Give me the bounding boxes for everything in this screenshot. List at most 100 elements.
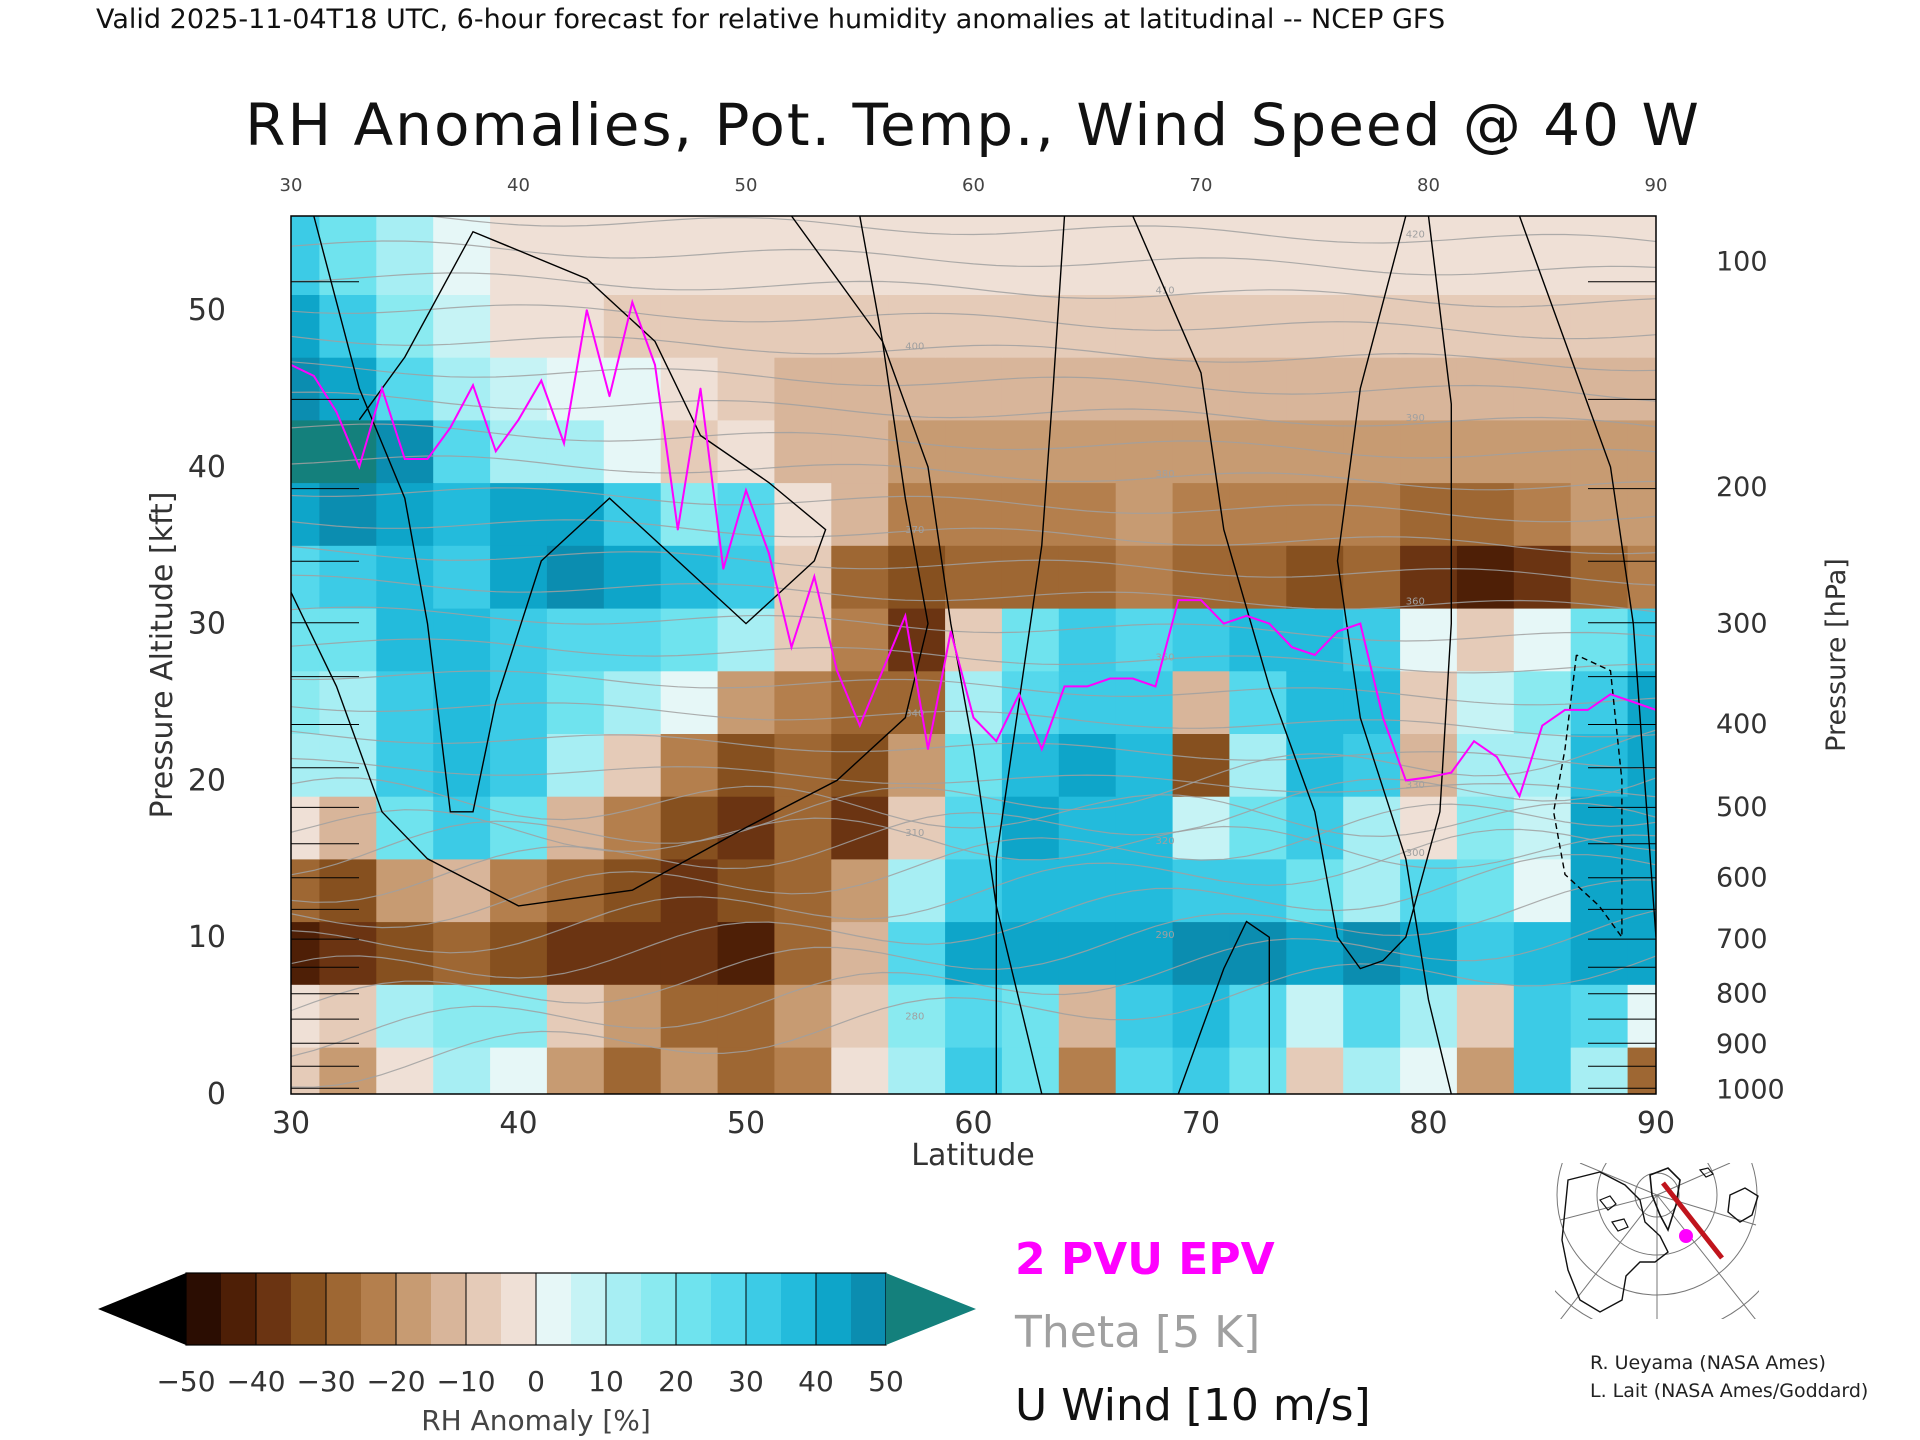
heatmap-cell <box>603 796 662 860</box>
y-tick-label-left: 40 <box>188 450 226 485</box>
y-tick-label-right: 700 <box>1716 924 1768 955</box>
epv-point <box>585 309 588 311</box>
heatmap-cell <box>1115 419 1174 484</box>
heatmap-cell <box>831 357 889 421</box>
plot-area: 280 290 300 310 320 330 340 350 360 370 380 390 400 4… <box>291 216 1656 1094</box>
theta-contour-label: 380 <box>1156 469 1175 480</box>
epv-point <box>722 567 725 570</box>
heatmap-cell <box>660 796 719 860</box>
epv-point <box>836 669 838 672</box>
heatmap-cell <box>291 545 320 609</box>
y-tick-label-right: 900 <box>1716 1029 1768 1060</box>
heatmap-cell <box>717 357 776 421</box>
y-tick-label-right: 100 <box>1716 247 1768 278</box>
epv-point <box>881 669 884 672</box>
heatmap-cell <box>945 357 1003 421</box>
heatmap-cell <box>1058 608 1117 672</box>
heatmap-cell <box>888 733 946 797</box>
epv-point <box>1382 716 1384 719</box>
epv-point <box>654 364 656 366</box>
heatmap-cell <box>490 357 548 421</box>
x-tick-label-bottom: 60 <box>954 1106 992 1141</box>
heatmap-cell <box>1115 858 1174 923</box>
heatmap-cell <box>831 1047 889 1094</box>
epv-point <box>972 716 975 719</box>
heatmap-cell <box>1286 733 1344 797</box>
epv-point <box>1473 740 1475 743</box>
europe-coastline <box>1727 1187 1759 1223</box>
heatmap-cell <box>1286 216 1344 295</box>
heatmap-cell <box>1343 984 1401 1048</box>
legend-wind: U Wind [10 m/s] <box>1015 1380 1371 1431</box>
y-tick-label-right: 400 <box>1716 709 1768 740</box>
colorbar-over-arrow <box>886 1273 976 1345</box>
heatmap-cell <box>1456 858 1515 923</box>
colorbar-cell <box>326 1273 362 1345</box>
colorbar-tick-label: −30 <box>296 1365 355 1398</box>
theta-isentrope <box>291 272 1656 308</box>
heatmap-cell <box>1286 482 1344 546</box>
heatmap-cell <box>546 216 605 295</box>
heatmap-cell <box>774 984 832 1048</box>
epv-point <box>1427 776 1430 779</box>
epv-point <box>1359 622 1362 625</box>
heatmap-cell <box>945 733 1003 797</box>
heatmap-cell <box>490 921 548 985</box>
y-tick-label-right: 600 <box>1716 863 1768 894</box>
heatmap-cell <box>603 216 662 295</box>
heatmap-cell <box>1229 482 1287 546</box>
u-wind-contour <box>291 216 929 907</box>
heatmap-cell <box>1229 216 1287 295</box>
epv-point <box>676 528 679 531</box>
heatmap-cell <box>603 1047 662 1094</box>
heatmap-cell <box>774 1047 832 1094</box>
theta-isentrope <box>291 955 1656 1088</box>
epv-point <box>1609 693 1612 696</box>
heatmap-cell <box>1627 294 1656 358</box>
heatmap-cell <box>1570 419 1629 484</box>
heatmap-cell <box>717 858 776 923</box>
heatmap-cell <box>1286 796 1344 860</box>
y-axis-left: 0 10 20 30 40 50 <box>188 293 226 1112</box>
heatmap-cell <box>1229 294 1287 358</box>
heatmap-cell <box>433 216 491 295</box>
heatmap-cell <box>1513 216 1572 295</box>
heatmap-cell <box>1343 419 1401 484</box>
colorbar-cell <box>221 1273 257 1345</box>
heatmap-cell <box>774 858 832 923</box>
heatmap-cell <box>1456 670 1515 734</box>
heatmap-cell <box>1001 921 1060 985</box>
epv-point <box>745 489 747 492</box>
epv-point <box>1336 630 1339 633</box>
heatmap-cell <box>717 216 776 295</box>
heatmap-cell <box>1058 733 1117 797</box>
heatmap-cell <box>1513 294 1572 358</box>
heatmap-cell <box>774 294 832 358</box>
heatmap-cell <box>1456 216 1515 295</box>
heatmap-cell <box>1343 796 1401 860</box>
epv-point <box>1404 779 1407 782</box>
epv-point <box>1450 771 1453 774</box>
heatmap-cell <box>433 545 491 609</box>
heatmap-cell <box>490 858 548 923</box>
epv-point <box>1200 599 1202 601</box>
heatmap-cell <box>1343 1047 1401 1094</box>
heatmap-cell <box>660 921 719 985</box>
heatmap-cell <box>660 357 719 421</box>
heatmap-cell <box>1570 608 1629 672</box>
theta-contour-label: 360 <box>1406 596 1425 607</box>
theta-isentrope <box>291 304 1656 340</box>
heatmap-cell <box>319 216 377 295</box>
heatmap-cell <box>1229 357 1287 421</box>
colorbar-cell <box>186 1273 222 1345</box>
heatmap-cell <box>490 294 548 358</box>
theta-isentrope <box>291 361 1656 402</box>
heatmap-cell <box>1001 482 1060 546</box>
epv-point <box>1313 654 1316 656</box>
heatmap-cell <box>1115 482 1174 546</box>
theta-contour-label: 390 <box>1406 413 1425 424</box>
heatmap-cell <box>376 357 434 421</box>
legend-theta: Theta [5 K] <box>1014 1307 1260 1358</box>
y-tick-label-right: 800 <box>1716 979 1768 1010</box>
heatmap-cell <box>490 419 548 484</box>
